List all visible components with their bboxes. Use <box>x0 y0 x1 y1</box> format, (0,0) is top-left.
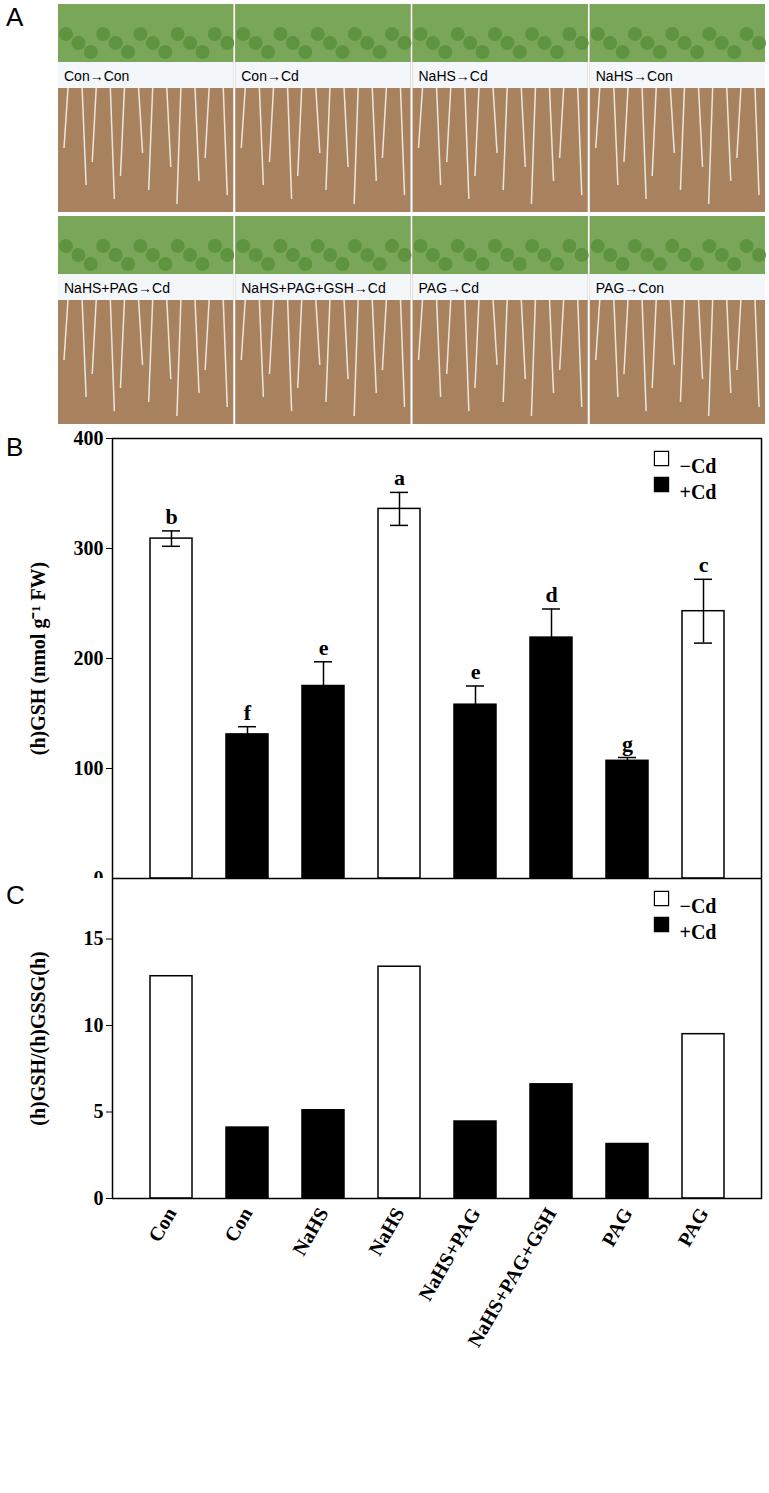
svg-text:b: b <box>165 504 177 529</box>
svg-text:5: 5 <box>94 1100 104 1122</box>
svg-text:400: 400 <box>74 430 104 449</box>
svg-text:Con: Con <box>220 1204 257 1246</box>
svg-text:d: d <box>545 582 557 607</box>
svg-text:15: 15 <box>84 927 104 949</box>
svg-text:−Cd: −Cd <box>680 895 717 917</box>
svg-text:+Cd: +Cd <box>680 921 717 943</box>
html-text:C: C <box>6 880 25 910</box>
svg-text:f: f <box>244 700 252 725</box>
svg-text:Con: Con <box>144 1204 181 1246</box>
svg-text:(h)GSH/(h)GSSG(h): (h)GSH/(h)GSSG(h) <box>27 951 50 1125</box>
svg-text:NaHS→Con: NaHS→Con <box>596 68 673 84</box>
svg-text:+Cd: +Cd <box>680 481 717 503</box>
svg-text:PAG: PAG <box>597 1203 637 1250</box>
svg-text:200: 200 <box>74 647 104 669</box>
html-text:A: A <box>6 2 24 32</box>
svg-text:10: 10 <box>84 1014 104 1036</box>
svg-text:NaHS→Cd: NaHS→Cd <box>419 68 488 84</box>
svg-text:NaHS: NaHS <box>288 1204 333 1259</box>
svg-text:e: e <box>471 659 481 684</box>
svg-text:Con→Cd: Con→Cd <box>241 68 299 84</box>
svg-text:e: e <box>319 635 329 660</box>
svg-text:PAG→Con: PAG→Con <box>596 280 664 296</box>
svg-text:NaHS+PAG+GSH→Cd: NaHS+PAG+GSH→Cd <box>241 280 385 296</box>
svg-text:PAG: PAG <box>673 1203 713 1250</box>
svg-text:NaHS+PAG+GSH: NaHS+PAG+GSH <box>463 1203 561 1350</box>
svg-text:0: 0 <box>94 1187 104 1209</box>
svg-text:100: 100 <box>74 757 104 779</box>
svg-text:a: a <box>394 465 405 490</box>
svg-text:PAG→Cd: PAG→Cd <box>419 280 479 296</box>
svg-text:NaHS+PAG: NaHS+PAG <box>414 1203 485 1304</box>
svg-text:−Cd: −Cd <box>680 455 717 477</box>
svg-text:c: c <box>699 552 709 577</box>
svg-text:NaHS+PAG→Cd: NaHS+PAG→Cd <box>64 280 170 296</box>
svg-text:g: g <box>622 731 633 756</box>
html-text:B: B <box>6 432 24 462</box>
svg-text:NaHS: NaHS <box>364 1204 409 1259</box>
svg-text:Con→Con: Con→Con <box>64 68 129 84</box>
svg-text:300: 300 <box>74 537 104 559</box>
svg-text:(h)GSH (nmol g⁻¹ FW): (h)GSH (nmol g⁻¹ FW) <box>27 562 50 756</box>
svg-text:0: 0 <box>94 867 104 878</box>
